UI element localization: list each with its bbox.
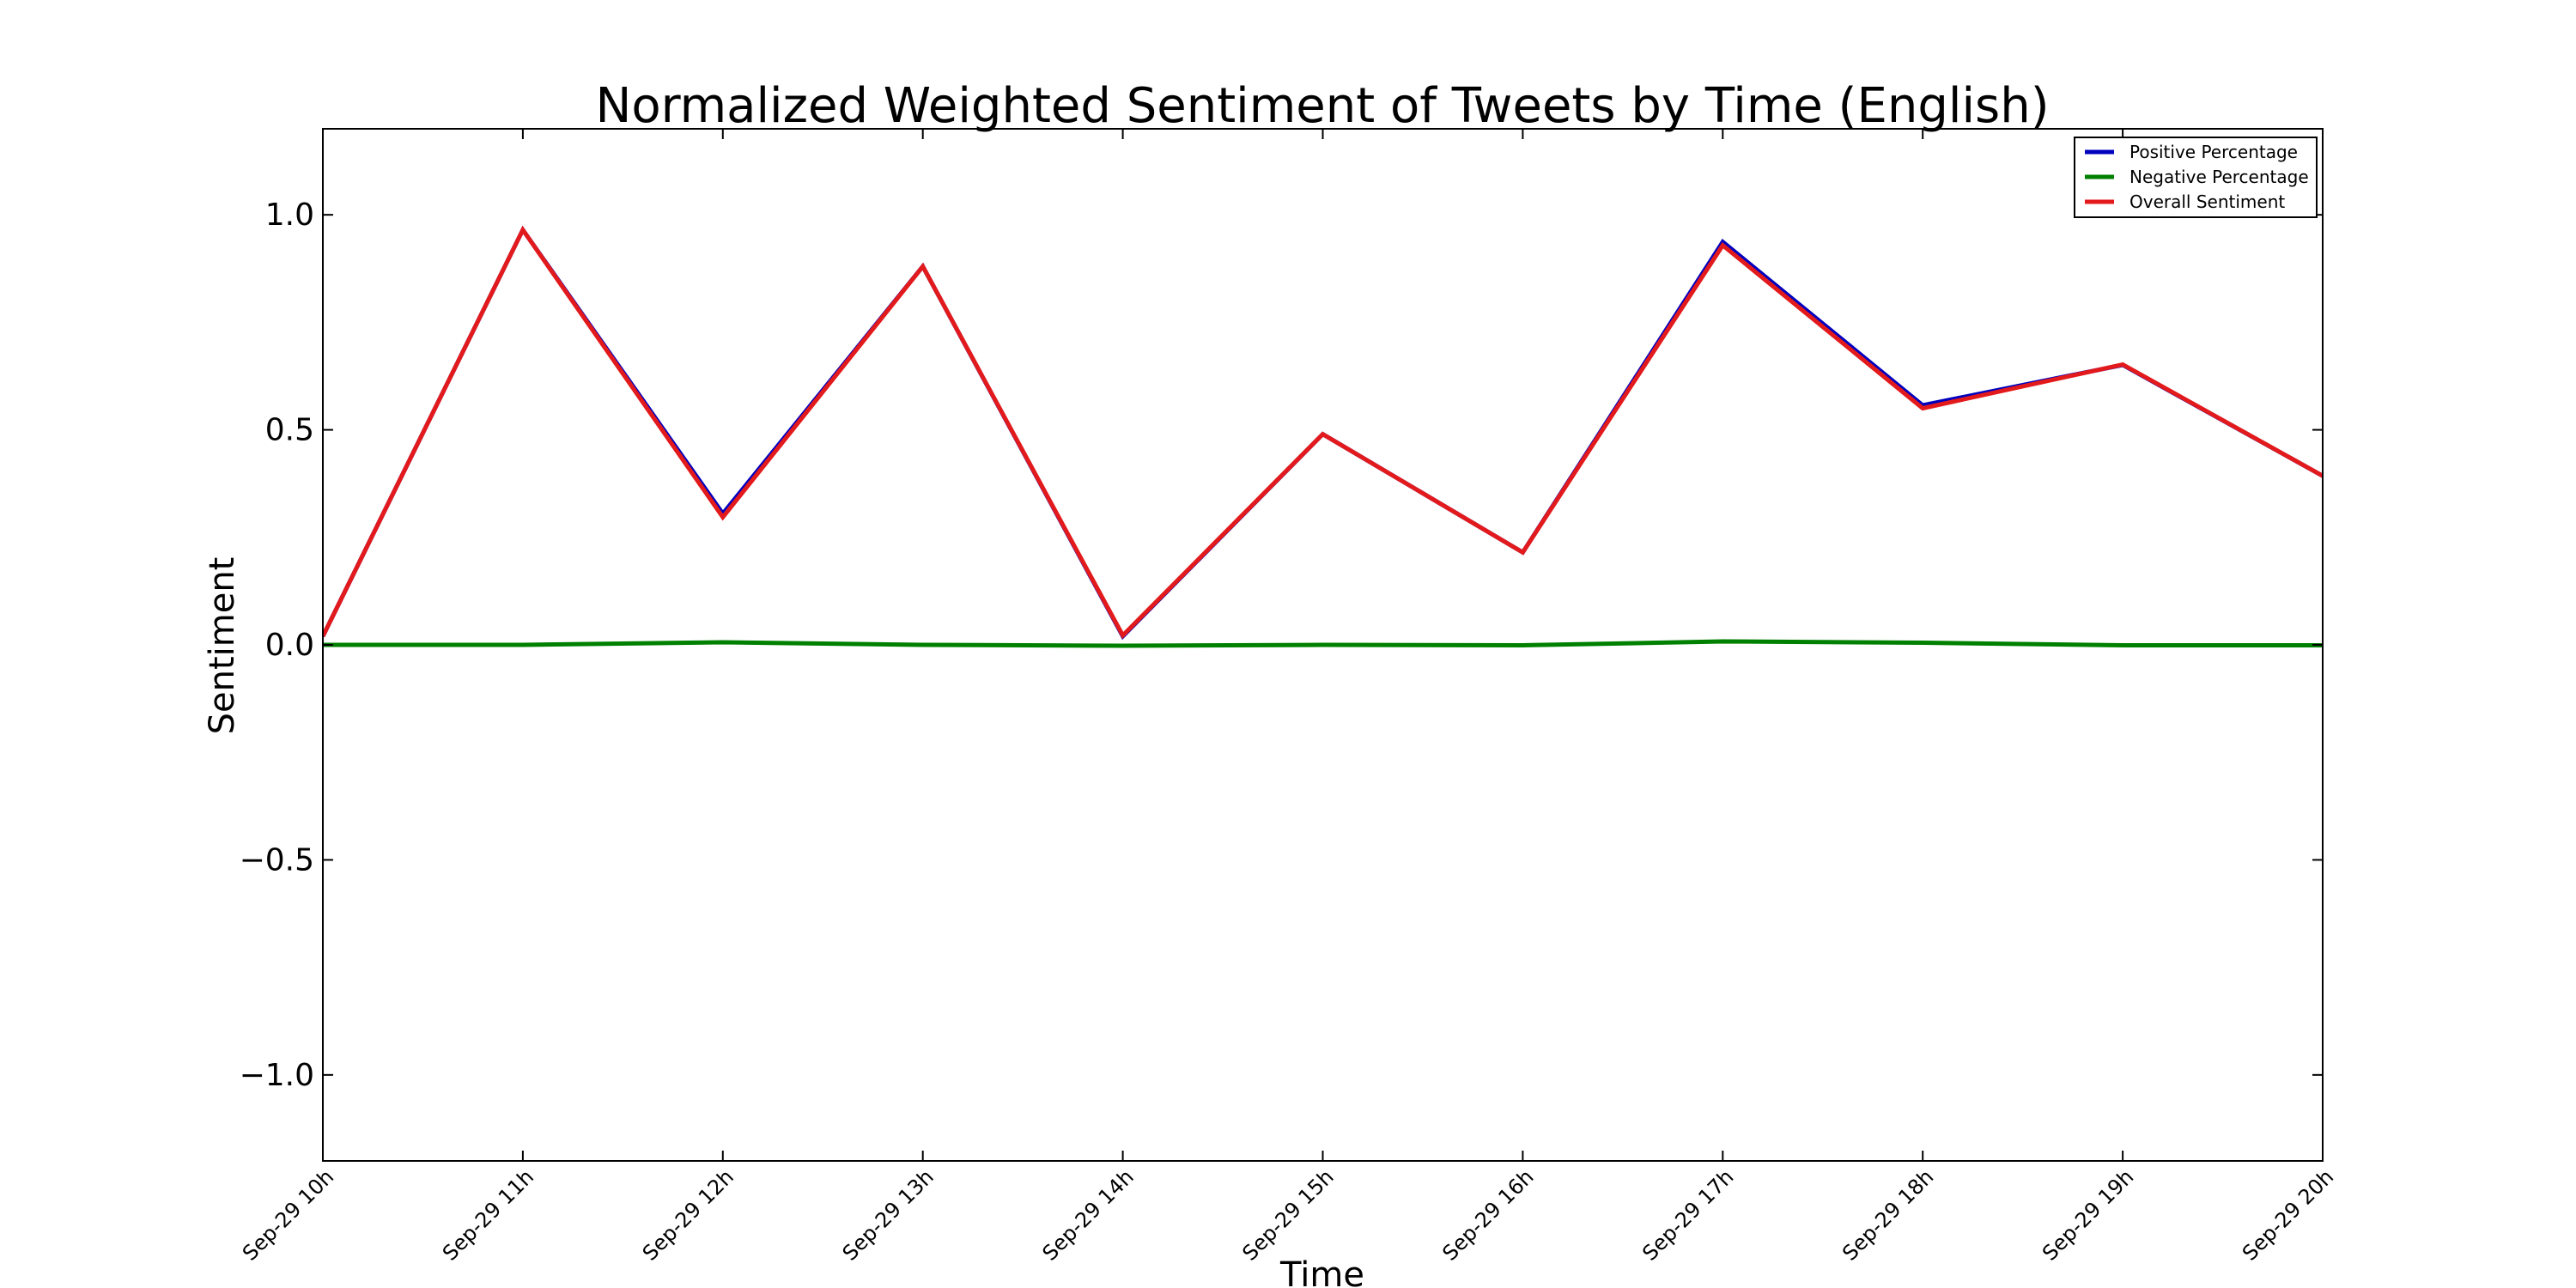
y-tick-label: 0.0 — [265, 628, 314, 663]
x-tick-label: Sep-29 11h — [438, 1164, 538, 1265]
y-tick-label: 1.0 — [265, 197, 314, 233]
x-tick-label: Sep-29 10h — [238, 1164, 338, 1265]
x-tick-label: Sep-29 20h — [2238, 1164, 2338, 1265]
x-tick-label: Sep-29 19h — [2038, 1164, 2138, 1265]
x-tick-label: Sep-29 12h — [638, 1164, 738, 1265]
x-tick-label: Sep-29 14h — [1038, 1164, 1139, 1265]
series-line-negative-percentage — [323, 639, 2323, 648]
axes-layer: −1.0 −0.5 0.0 0.5 1.0 Sep-29 10h Sep-29 11h Sep… — [238, 128, 2338, 1266]
y-tick-label: 0.5 — [265, 413, 314, 448]
y-tick-label: −1.0 — [240, 1058, 314, 1093]
x-tick-label: Sep-29 15h — [1237, 1164, 1338, 1265]
chart-title: Normalized Weighted Sentiment of Tweets … — [595, 78, 2049, 134]
x-tick-label: Sep-29 17h — [1637, 1164, 1738, 1265]
legend: Positive Percentage Negative Percentage Ov… — [2074, 137, 2318, 218]
x-axis-title: Time — [1279, 1255, 1364, 1288]
y-axis-title: Sentiment — [203, 557, 242, 735]
y-tick-label: −0.5 — [240, 842, 314, 878]
legend-entry-label: Overall Sentiment — [2129, 191, 2285, 212]
plot-layer — [323, 225, 2323, 648]
legend-entry-label: Negative Percentage — [2129, 167, 2309, 187]
legend-box — [2074, 137, 2318, 218]
x-tick-label: Sep-29 13h — [838, 1164, 939, 1265]
x-tick-label: Sep-29 16h — [1437, 1164, 1538, 1265]
series-line-overall-sentiment — [323, 225, 2323, 640]
legend-entry-label: Positive Percentage — [2129, 142, 2298, 162]
x-tick-label: Sep-29 18h — [1838, 1164, 1938, 1265]
